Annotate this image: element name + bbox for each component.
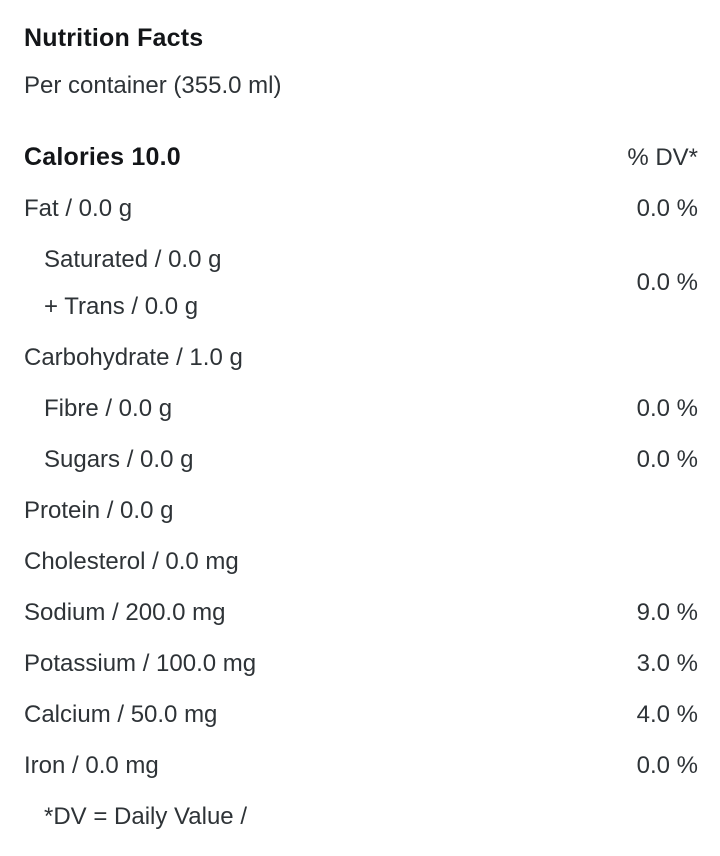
nutrient-dv-value: 0.0 % bbox=[636, 269, 698, 296]
daily-value-footnote: *DV = Daily Value / bbox=[44, 802, 247, 830]
nutrient-label: Fat / 0.0 g bbox=[24, 194, 133, 222]
nutrient-label: Sugars / 0.0 g bbox=[44, 445, 194, 473]
nutrient-row-sodium: Sodium / 200.0 mg 9.0 % bbox=[24, 587, 698, 638]
nutrient-dv-value: 0.0 % bbox=[636, 751, 698, 779]
nutrient-label: Cholesterol / 0.0 mg bbox=[24, 547, 239, 575]
nutrient-label-line-saturated: Saturated / 0.0 g bbox=[44, 246, 222, 273]
nutrient-row-calcium: Calcium / 50.0 mg 4.0 % bbox=[24, 689, 698, 740]
panel-title: Nutrition Facts bbox=[24, 23, 204, 52]
nutrient-dv-value: 4.0 % bbox=[636, 700, 698, 728]
nutrient-dv-value: 0.0 % bbox=[636, 445, 698, 473]
nutrient-row-saturated-trans: Saturated / 0.0 g + Trans / 0.0 g 0.0 % bbox=[24, 234, 698, 332]
nutrient-label: Carbohydrate / 1.0 g bbox=[24, 343, 243, 371]
nutrient-label: Sodium / 200.0 mg bbox=[24, 598, 226, 626]
nutrient-label: Saturated / 0.0 g + Trans / 0.0 g bbox=[24, 236, 221, 330]
nutrient-row-sugars: Sugars / 0.0 g 0.0 % bbox=[24, 434, 698, 485]
nutrient-row-carbohydrate: Carbohydrate / 1.0 g bbox=[24, 332, 698, 383]
nutrient-dv-value: 0.0 % bbox=[636, 194, 698, 222]
calories-value: Calories 10.0 bbox=[24, 143, 181, 171]
calories-header-row: Calories 10.0 % DV* bbox=[24, 132, 698, 183]
nutrient-row-fat: Fat / 0.0 g 0.0 % bbox=[24, 183, 698, 234]
serving-size-text: Per container (355.0 ml) bbox=[24, 71, 282, 99]
nutrient-dv-value: 3.0 % bbox=[636, 649, 698, 677]
nutrient-row-potassium: Potassium / 100.0 mg 3.0 % bbox=[24, 638, 698, 689]
nutrient-label: Fibre / 0.0 g bbox=[44, 394, 173, 422]
nutrient-row-iron: Iron / 0.0 mg 0.0 % bbox=[24, 740, 698, 791]
nutrient-row-fibre: Fibre / 0.0 g 0.0 % bbox=[24, 383, 698, 434]
nutrient-label-line-trans: + Trans / 0.0 g bbox=[44, 293, 199, 320]
nutrient-dv-value: 0.0 % bbox=[636, 394, 698, 422]
nutrient-dv-value: 9.0 % bbox=[636, 598, 698, 626]
nutrient-label: Potassium / 100.0 mg bbox=[24, 649, 257, 677]
nutrient-label: Protein / 0.0 g bbox=[24, 496, 174, 524]
nutrient-row-cholesterol: Cholesterol / 0.0 mg bbox=[24, 536, 698, 587]
nutrient-label: Iron / 0.0 mg bbox=[24, 751, 159, 779]
nutrient-label: Calcium / 50.0 mg bbox=[24, 700, 218, 728]
nutrient-row-protein: Protein / 0.0 g bbox=[24, 485, 698, 536]
daily-value-column-header: % DV* bbox=[627, 143, 698, 171]
